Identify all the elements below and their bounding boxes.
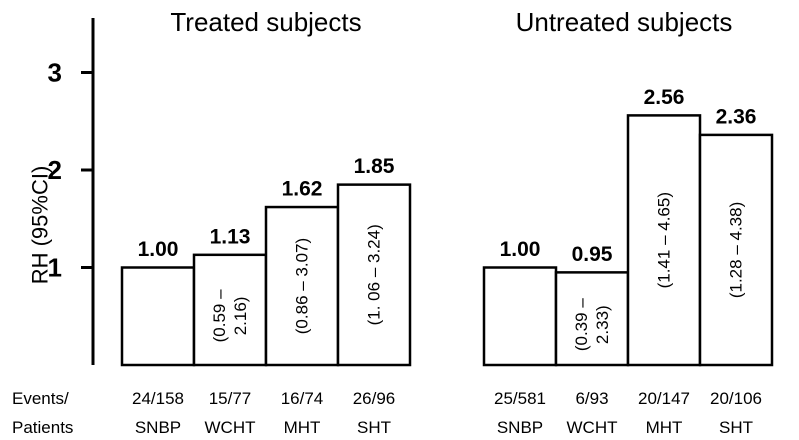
category-label-treated-wcht: WCHT: [205, 418, 256, 437]
ci-label-line: (0.39 –: [572, 298, 591, 351]
y-tick-label-2: 2: [48, 155, 62, 185]
bar-treated-snbp: [120, 266, 196, 367]
category-label-treated-sht: SHT: [357, 418, 391, 437]
category-label-untreated-mht: MHT: [646, 418, 683, 437]
events-patients-treated-wcht: 15/77: [209, 389, 252, 408]
bar-treated-wcht: [192, 253, 268, 367]
events-patients-untreated-wcht: 6/93: [575, 389, 608, 408]
value-label-untreated-mht: 2.56: [644, 86, 685, 109]
events-patients-untreated-snbp: 25/581: [494, 389, 546, 408]
bar-treated-mht: [264, 205, 340, 367]
ci-label-untreated-sht: (1.28 – 4.38): [727, 202, 746, 298]
category-label-untreated-sht: SHT: [719, 418, 753, 437]
ci-label-line: (1. 06 – 3.24): [365, 224, 384, 325]
bar-untreated-mht: [626, 114, 702, 367]
ci-label-line: 2.33): [593, 305, 612, 344]
events-patients-treated-mht: 16/74: [281, 389, 324, 408]
ci-label-line: (1.41 – 4.65): [655, 192, 674, 288]
events-patients-treated-snbp: 24/158: [132, 389, 184, 408]
events-patients-treated-sht: 26/96: [353, 389, 396, 408]
row-label-patients: Patients: [12, 418, 73, 437]
value-label-untreated-wcht: 0.95: [572, 243, 613, 266]
bar-untreated-sht: [698, 133, 774, 367]
y-tick-label-1: 1: [48, 253, 62, 283]
panel-title-untreated: Untreated subjects: [516, 7, 733, 37]
value-label-treated-sht: 1.85: [354, 155, 395, 178]
ci-label-untreated-mht: (1.41 – 4.65): [655, 192, 674, 288]
ci-label-line: (0.59 –: [210, 289, 229, 342]
bar-untreated-snbp: [482, 266, 558, 367]
events-patients-untreated-sht: 20/106: [710, 389, 762, 408]
ci-label-treated-sht: (1. 06 – 3.24): [365, 224, 384, 325]
value-label-treated-wcht: 1.13: [210, 225, 251, 248]
events-patients-untreated-mht: 20/147: [638, 389, 690, 408]
value-label-treated-snbp: 1.00: [138, 238, 179, 261]
y-axis-label: RH (95%CI): [28, 166, 53, 285]
ci-label-untreated-wcht: (0.39 –2.33): [572, 298, 612, 351]
category-label-treated-mht: MHT: [284, 418, 321, 437]
panel-title-treated: Treated subjects: [170, 7, 361, 37]
value-label-untreated-sht: 2.36: [716, 105, 757, 128]
ci-label-line: (0.86 – 3.07): [293, 238, 312, 334]
bar-untreated-wcht: [554, 271, 630, 367]
category-label-untreated-wcht: WCHT: [567, 418, 618, 437]
ci-label-line: 2.16): [231, 297, 250, 336]
category-label-untreated-snbp: SNBP: [497, 418, 543, 437]
ci-label-treated-wcht: (0.59 –2.16): [210, 289, 250, 342]
value-label-untreated-snbp: 1.00: [500, 238, 541, 261]
value-label-treated-mht: 1.62: [282, 178, 323, 201]
y-tick-label-3: 3: [48, 58, 62, 88]
ci-label-treated-mht: (0.86 – 3.07): [293, 238, 312, 334]
bar-treated-sht: [336, 183, 412, 367]
row-label-events: Events/: [12, 389, 69, 408]
ci-label-line: (1.28 – 4.38): [727, 202, 746, 298]
category-label-treated-snbp: SNBP: [135, 418, 181, 437]
